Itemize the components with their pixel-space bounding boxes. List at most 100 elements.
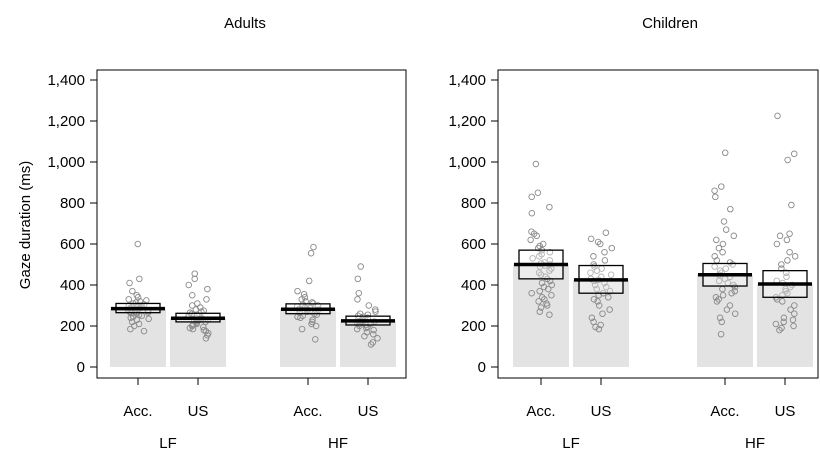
y-tick-label: 200	[60, 318, 85, 335]
data-point	[145, 315, 152, 323]
data-point	[307, 249, 315, 257]
data-point	[602, 229, 610, 236]
data-point	[782, 269, 790, 276]
data-point	[544, 285, 552, 293]
data-point	[535, 244, 542, 252]
data-point	[780, 314, 788, 322]
data-point	[305, 277, 313, 285]
category-label: US	[358, 403, 379, 420]
data-point	[587, 269, 594, 276]
data-point	[774, 112, 781, 120]
data-point	[789, 316, 797, 324]
data-point	[608, 244, 616, 252]
data-point	[188, 302, 196, 309]
category-label: US	[775, 403, 796, 420]
data-point	[719, 248, 726, 256]
data-point	[718, 183, 725, 190]
data-point	[713, 236, 720, 244]
data-point	[606, 287, 614, 295]
data-point	[590, 296, 598, 303]
data-point	[528, 289, 535, 297]
data-point	[534, 189, 542, 196]
data-point	[594, 298, 601, 305]
data-point	[532, 160, 540, 168]
panel-title: Adults	[224, 15, 266, 32]
data-point	[595, 325, 603, 333]
data-point	[593, 285, 600, 293]
data-point	[202, 335, 210, 342]
data-point	[132, 299, 140, 306]
data-point	[313, 311, 320, 318]
data-point	[536, 287, 543, 295]
data-point	[546, 311, 553, 318]
y-tick-label: 800	[461, 195, 486, 212]
y-tick-label: 800	[60, 195, 85, 212]
data-point	[353, 325, 361, 333]
data-point	[791, 302, 798, 309]
group-label: HF	[745, 435, 765, 450]
data-point	[535, 298, 542, 305]
data-point	[533, 232, 540, 240]
data-point	[713, 298, 721, 305]
data-point	[783, 236, 791, 244]
data-point	[129, 287, 136, 295]
category-label: Acc.	[526, 403, 555, 420]
y-tick-label: 1,200	[448, 113, 486, 130]
data-point	[595, 302, 603, 309]
y-tick-label: 400	[461, 277, 486, 294]
y-tick-label: 1,200	[47, 113, 85, 130]
data-point	[780, 318, 787, 326]
data-point	[786, 248, 793, 256]
data-point	[728, 289, 735, 297]
data-point	[607, 271, 615, 279]
data-point	[527, 236, 534, 244]
data-point	[778, 265, 785, 272]
data-point	[601, 257, 609, 264]
data-point	[355, 289, 363, 297]
data-point	[370, 330, 377, 338]
data-point	[189, 325, 197, 333]
mean-bar	[110, 308, 166, 367]
y-tick-label: 1,000	[47, 154, 85, 171]
data-point	[308, 299, 316, 306]
data-point	[537, 304, 545, 311]
data-point	[587, 235, 595, 243]
data-point	[790, 150, 798, 158]
data-point	[365, 302, 373, 309]
plot-frame	[96, 69, 407, 379]
data-point	[548, 281, 556, 289]
mean-bar	[280, 309, 336, 367]
data-point	[374, 335, 381, 342]
y-tick-label: 1,000	[448, 154, 486, 171]
data-point	[715, 277, 723, 285]
data-point	[298, 325, 306, 333]
data-point	[723, 306, 731, 313]
data-point	[776, 232, 784, 240]
group-label: HF	[328, 435, 348, 450]
data-point	[722, 265, 730, 272]
data-point	[126, 279, 133, 287]
data-point	[721, 149, 729, 157]
data-point	[772, 320, 780, 328]
group-label: LF	[159, 435, 177, 450]
data-point	[140, 327, 148, 335]
data-point	[784, 156, 791, 164]
data-point	[309, 316, 316, 324]
y-tick-label: 0	[478, 359, 486, 376]
data-point	[787, 306, 794, 313]
data-point	[786, 230, 793, 237]
y-tick-label: 600	[60, 236, 85, 253]
data-point	[773, 240, 781, 248]
y-tick-label: 600	[461, 236, 486, 253]
y-tick-label: 1,400	[47, 72, 85, 89]
panel-adults: Adults 0 200 400 600 800 1,000 1,200 1,400 LF Acc.…	[47, 15, 407, 450]
data-point	[136, 275, 143, 283]
category-label: Acc.	[293, 403, 322, 420]
data-point	[127, 314, 134, 322]
data-point	[189, 292, 196, 299]
data-point	[546, 277, 554, 285]
group-label: LF	[562, 435, 580, 450]
data-point	[593, 267, 601, 274]
data-point	[782, 287, 789, 295]
